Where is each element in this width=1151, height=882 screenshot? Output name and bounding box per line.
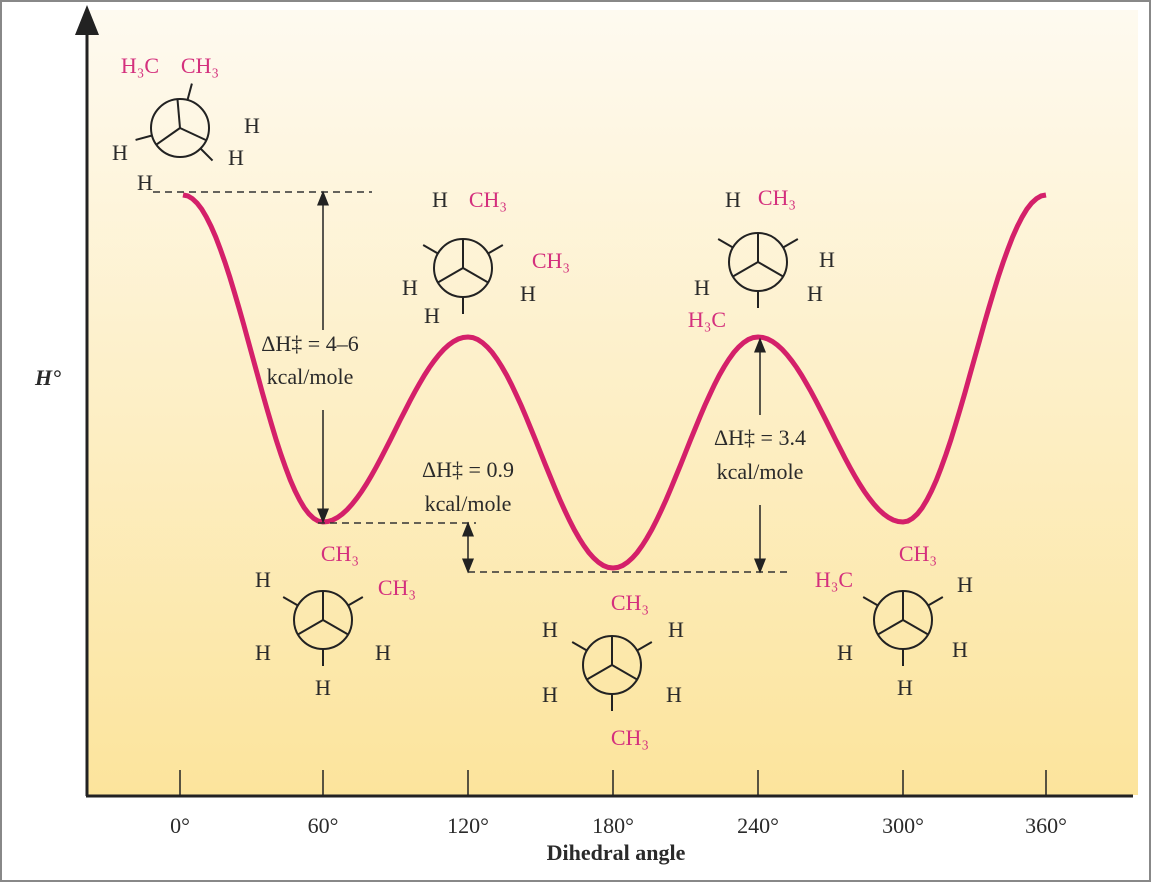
front-bond xyxy=(586,664,613,681)
atom-label: CH₃ xyxy=(469,187,507,212)
atom-label: CH₃ xyxy=(532,248,570,273)
atom-label: H xyxy=(542,682,558,707)
atom-label: H xyxy=(952,637,968,662)
atom-label: H xyxy=(957,572,973,597)
atom-label: H xyxy=(694,275,710,300)
atom-label: CH₃ xyxy=(611,590,649,615)
barrier-label: ΔH‡ = 0.9 xyxy=(422,457,514,482)
barrier-label: kcal/mole xyxy=(267,364,354,389)
atom-label: H xyxy=(112,140,128,165)
front-bond xyxy=(176,99,181,129)
x-tick-label: 60° xyxy=(308,813,339,838)
atom-label: H xyxy=(819,247,835,272)
x-axis-label: Dihedral angle xyxy=(547,840,686,865)
back-carbon xyxy=(150,98,210,158)
atom-label: H xyxy=(375,640,391,665)
x-ticks: 0° 60° 120° 180° 240° 300° 360° xyxy=(170,770,1067,838)
barrier-label: ΔH‡ = 3.4 xyxy=(714,425,806,450)
back-bond xyxy=(927,596,944,607)
atom-label: H xyxy=(315,675,331,700)
front-bond xyxy=(877,619,904,636)
atom-label: H xyxy=(666,682,682,707)
x-tick-label: 240° xyxy=(737,813,779,838)
atom-label: H xyxy=(402,275,418,300)
atom-label: H xyxy=(542,617,558,642)
front-bond xyxy=(732,261,759,278)
atom-label: H₃C xyxy=(121,53,159,78)
atom-label: H xyxy=(725,187,741,212)
atom-label: H xyxy=(255,567,271,592)
atom-label: H xyxy=(244,113,260,138)
back-bond xyxy=(135,134,153,141)
back-bond xyxy=(717,238,734,249)
back-bond xyxy=(782,238,799,249)
front-bond xyxy=(611,664,638,681)
barrier-label: kcal/mole xyxy=(425,491,512,516)
y-axis-label: H° xyxy=(34,365,61,390)
back-bond xyxy=(186,83,193,101)
front-bond xyxy=(757,261,784,278)
atom-label: CH₃ xyxy=(611,725,649,750)
back-bond xyxy=(571,641,588,652)
atom-label: H xyxy=(897,675,913,700)
atom-label: H xyxy=(668,617,684,642)
barrier-label: ΔH‡ = 4–6 xyxy=(261,331,358,356)
front-bond xyxy=(179,127,207,142)
x-tick-label: 120° xyxy=(447,813,489,838)
atom-label: CH₃ xyxy=(758,185,796,210)
atom-label: CH₃ xyxy=(899,541,937,566)
front-bond xyxy=(902,619,929,636)
atom-label: H xyxy=(837,640,853,665)
atom-label: H₃C xyxy=(688,307,726,332)
barrier-label: kcal/mole xyxy=(717,459,804,484)
atom-label: H xyxy=(432,187,448,212)
x-tick-label: 300° xyxy=(882,813,924,838)
back-bond xyxy=(487,244,504,255)
atom-label: H xyxy=(255,640,271,665)
x-tick-label: 360° xyxy=(1025,813,1067,838)
back-bond xyxy=(199,147,214,162)
guides xyxy=(153,190,792,574)
front-bond xyxy=(155,127,181,146)
front-bond xyxy=(437,267,464,284)
atom-label: CH₃ xyxy=(321,541,359,566)
atom-label: H xyxy=(137,170,153,195)
back-bond xyxy=(862,596,879,607)
atom-label: H xyxy=(424,303,440,328)
back-bond xyxy=(636,641,653,652)
newman-projection: CH₃ H₃C H H H H xyxy=(815,541,973,700)
back-bond xyxy=(347,596,364,607)
atom-label: H xyxy=(228,145,244,170)
atom-label: H xyxy=(520,281,536,306)
atom-label: CH₃ xyxy=(181,53,219,78)
x-tick-label: 0° xyxy=(170,813,190,838)
atom-label: H xyxy=(807,281,823,306)
newman-projection: CH₃ H CH₃ H H H xyxy=(255,541,416,700)
x-tick-label: 180° xyxy=(592,813,634,838)
back-bond xyxy=(282,596,299,607)
newman-projection: CH₃ H H H H CH₃ xyxy=(542,590,684,750)
front-bond xyxy=(462,267,489,284)
atom-label: CH₃ xyxy=(378,575,416,600)
front-bond xyxy=(322,619,349,636)
back-bond xyxy=(422,244,439,255)
front-bond xyxy=(297,619,324,636)
atom-label: H₃C xyxy=(815,567,853,592)
